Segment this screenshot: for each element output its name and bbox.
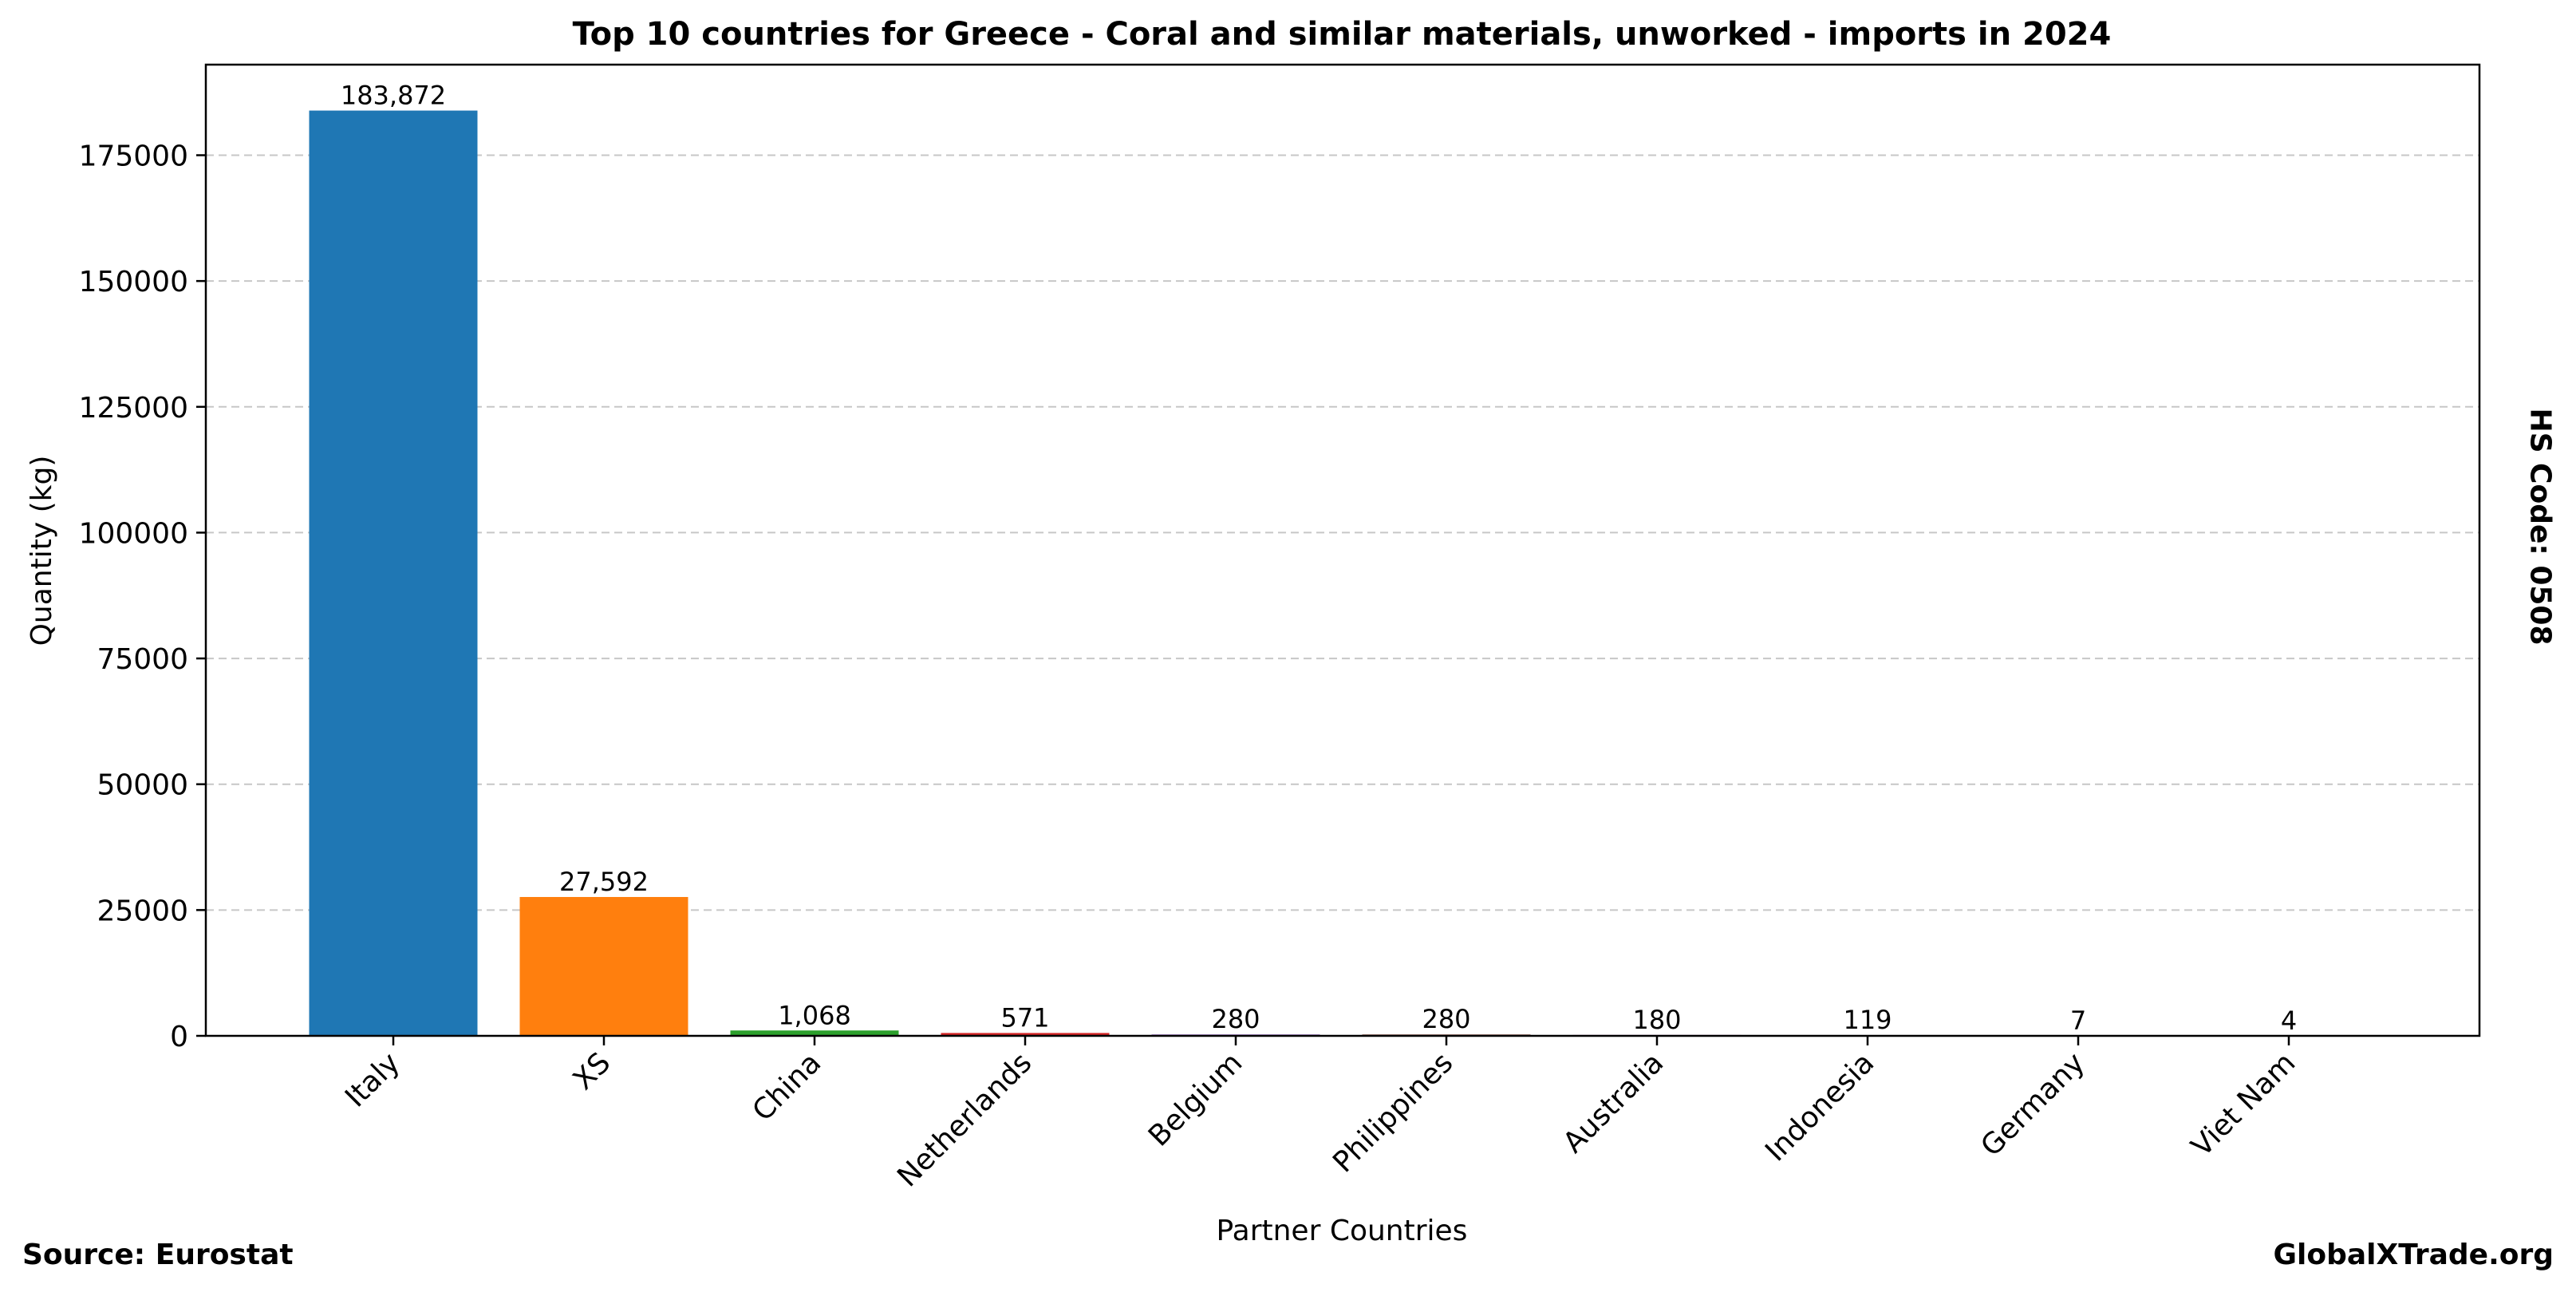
bar-value-label: 7 <box>2070 1006 2086 1036</box>
source-note: Source: Eurostat <box>22 1239 294 1271</box>
bar-value-label: 180 <box>1632 1005 1681 1035</box>
bar <box>519 897 688 1036</box>
x-tick-label: Germany <box>1974 1046 2091 1163</box>
x-axis-label: Partner Countries <box>1217 1215 1468 1247</box>
x-axis-ticks: Italy XS China Netherlands Belgium Philippine… <box>339 1036 2302 1194</box>
y-tick-label: 50000 <box>97 769 188 802</box>
y-tick-label: 75000 <box>97 643 188 676</box>
bar-value-label: 27,592 <box>559 867 649 897</box>
x-tick-label: Belgium <box>1142 1046 1249 1152</box>
bar-value-label: 1,068 <box>778 1000 851 1030</box>
x-tick-label: Italy <box>339 1046 406 1113</box>
y-tick-label: 175000 <box>79 140 188 173</box>
x-tick-label: Netherlands <box>891 1046 1038 1193</box>
y-tick-label: 0 <box>170 1021 188 1053</box>
bar <box>730 1030 899 1036</box>
brand-label: GlobalXTrade.org <box>2273 1239 2554 1271</box>
x-tick-label: Viet Nam <box>2185 1046 2302 1163</box>
y-tick-label: 150000 <box>79 266 188 298</box>
bars <box>309 110 2373 1037</box>
y-axis-label: Quantity (kg) <box>26 456 58 646</box>
y-tick-label: 125000 <box>79 392 188 425</box>
y-axis-ticks: 0 25000 50000 75000 100000 125000 150000 175000 <box>79 140 206 1053</box>
bar-value-label: 280 <box>1211 1004 1260 1034</box>
x-tick-label: China <box>747 1046 828 1128</box>
bar <box>309 110 478 1036</box>
chart-title: Top 10 countries for Greece - Coral and … <box>573 16 2112 53</box>
y-gridlines <box>206 154 2479 911</box>
x-tick-label: XS <box>567 1046 617 1096</box>
x-tick-label: Australia <box>1557 1046 1671 1160</box>
bar-value-label: 119 <box>1843 1005 1892 1035</box>
bar-value-label: 280 <box>1422 1004 1470 1034</box>
bar-value-labels: 183,872 27,592 1,068 571 280 280 180 119 7 4 <box>341 81 2297 1036</box>
hs-code-text: HS Code: 0508 <box>2523 408 2557 646</box>
bar <box>941 1033 1110 1036</box>
y-tick-label: 100000 <box>79 517 188 550</box>
x-tick-label: Philippines <box>1327 1046 1459 1179</box>
bar-value-label: 4 <box>2281 1006 2297 1036</box>
bar-value-label: 571 <box>1000 1002 1049 1033</box>
x-tick-label: Indonesia <box>1759 1046 1880 1168</box>
y-tick-label: 25000 <box>97 895 188 927</box>
plot-frame <box>204 63 2481 1037</box>
bar-value-label: 183,872 <box>341 81 446 111</box>
